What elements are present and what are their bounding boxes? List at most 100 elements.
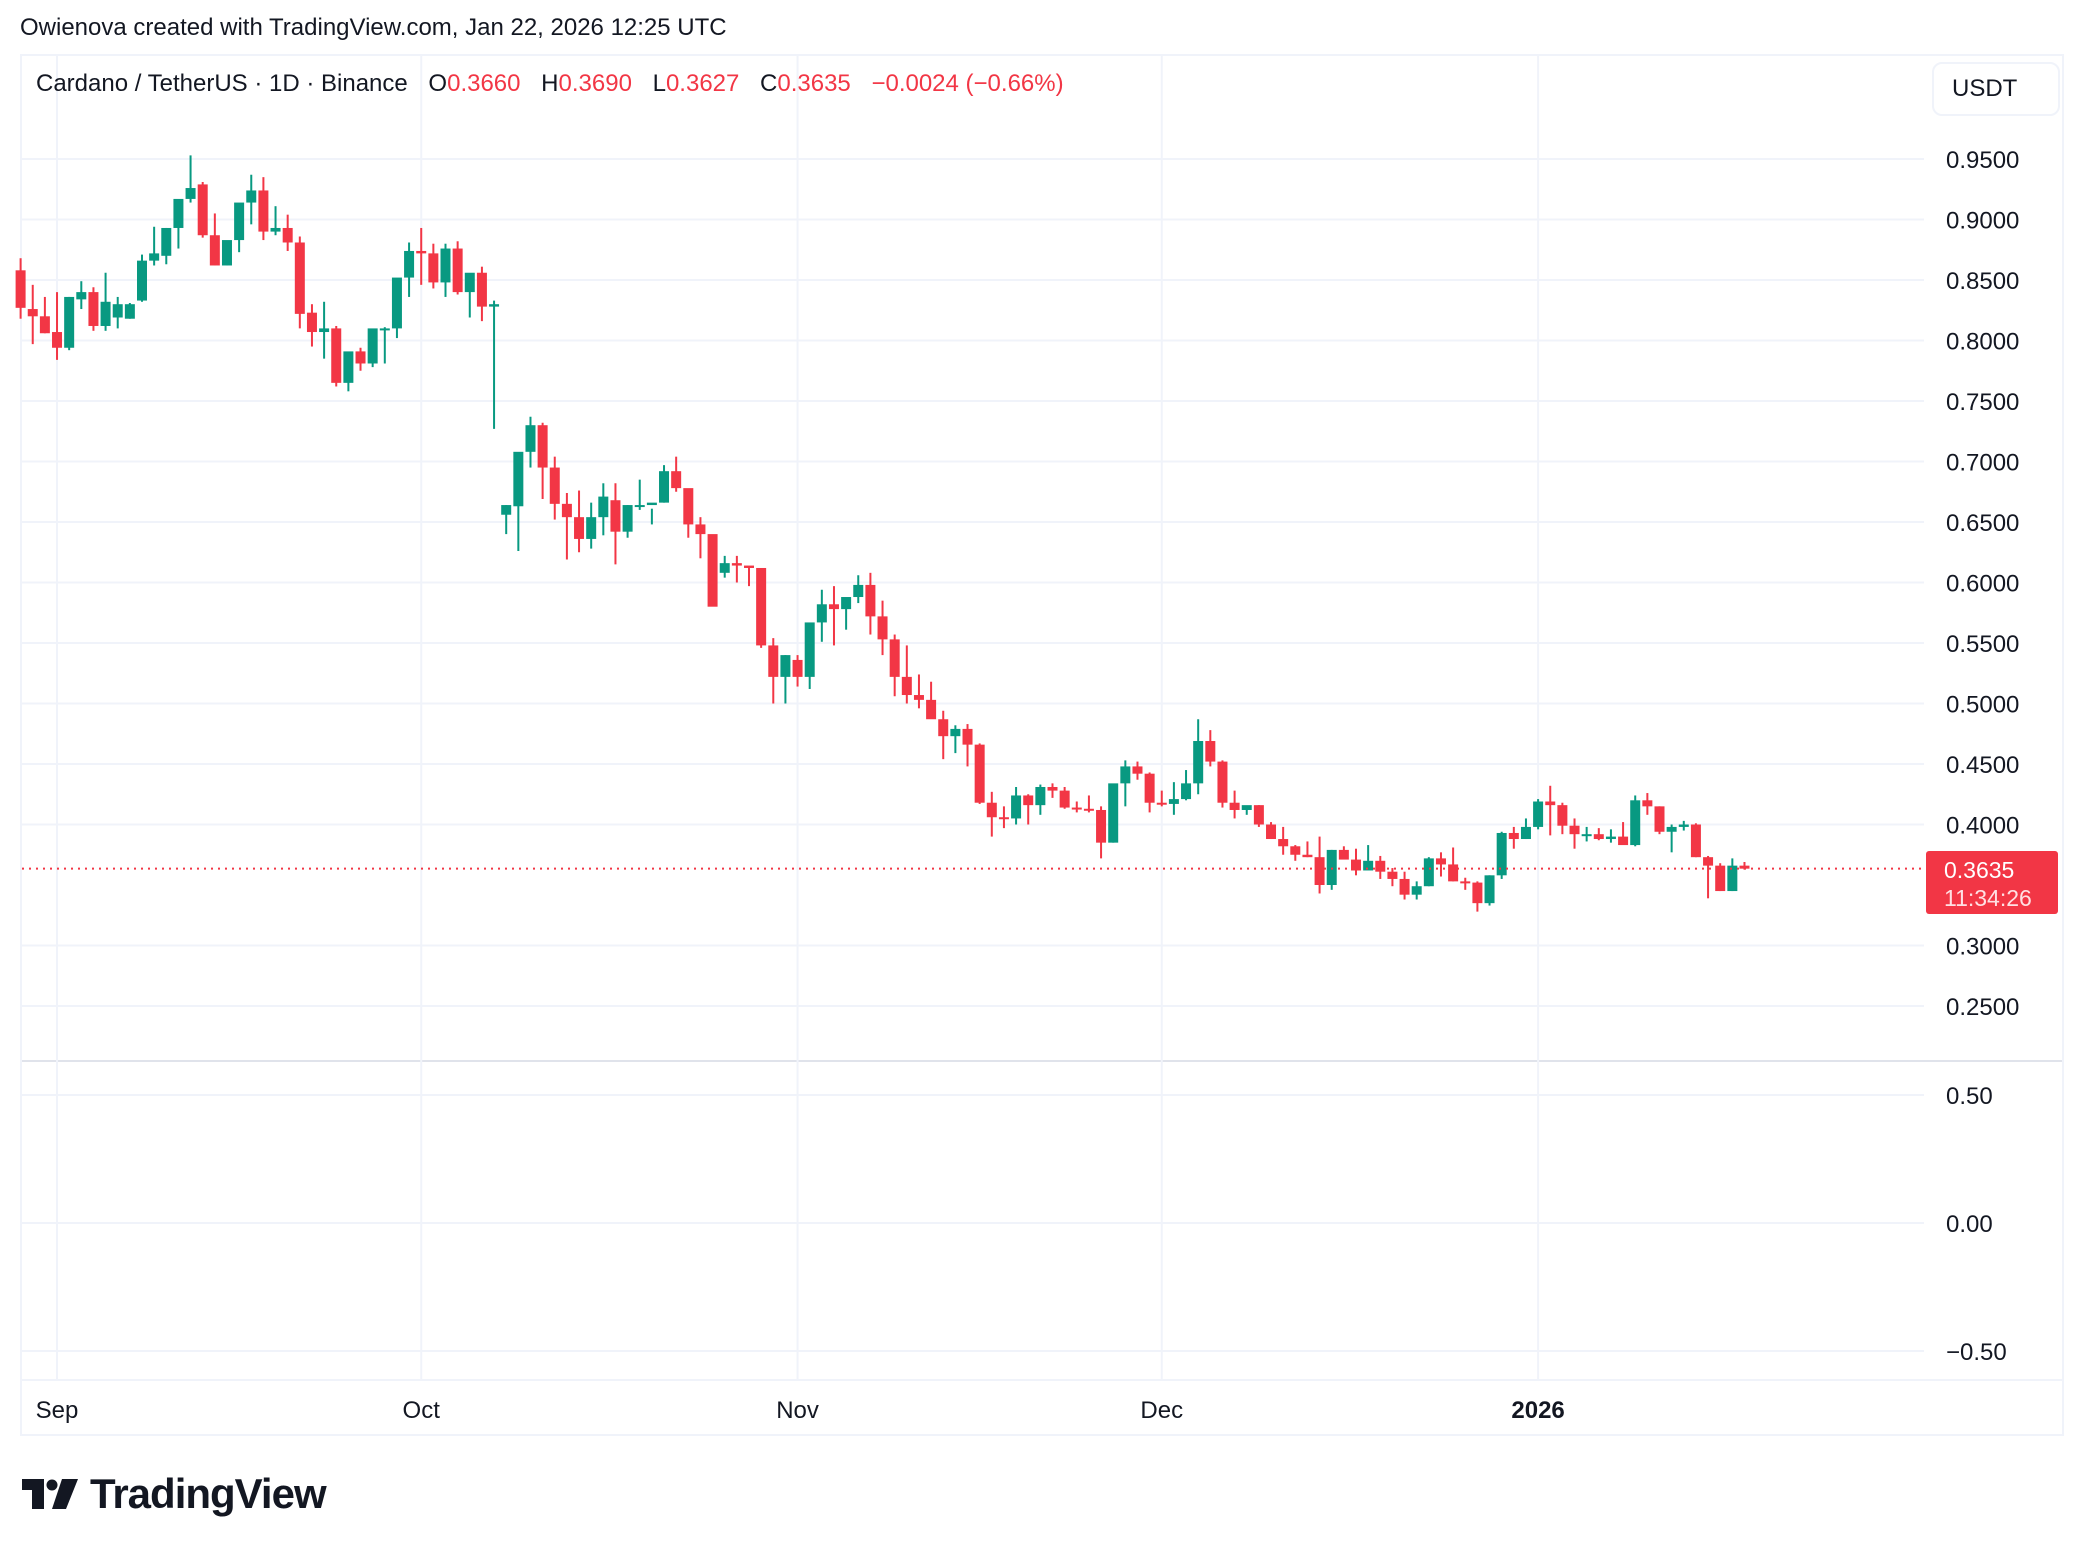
candle-up[interactable]	[525, 425, 536, 452]
candle-up[interactable]	[234, 202, 245, 241]
candle-down[interactable]	[27, 309, 38, 317]
candle-down[interactable]	[926, 699, 937, 720]
candle-down[interactable]	[306, 312, 317, 333]
candle-down[interactable]	[88, 292, 99, 326]
candle-down[interactable]	[1023, 795, 1034, 806]
candle-down[interactable]	[1156, 802, 1167, 805]
candle-down[interactable]	[574, 517, 585, 539]
candle-up[interactable]	[804, 622, 815, 677]
candle-down[interactable]	[1569, 825, 1580, 835]
candle-up[interactable]	[161, 227, 172, 256]
candle-up[interactable]	[586, 517, 597, 539]
candle-up[interactable]	[622, 505, 633, 532]
candle-down[interactable]	[768, 645, 779, 677]
candle-up[interactable]	[367, 328, 378, 364]
candle-down[interactable]	[756, 567, 767, 646]
candle-up[interactable]	[841, 597, 852, 610]
candle-down[interactable]	[1654, 806, 1665, 832]
candle-down[interactable]	[828, 604, 839, 610]
candle-up[interactable]	[1168, 799, 1179, 804]
candle-down[interactable]	[1642, 800, 1653, 807]
candle-up[interactable]	[1193, 741, 1204, 784]
candle-up[interactable]	[112, 304, 123, 318]
candle-up[interactable]	[149, 253, 160, 261]
candle-up[interactable]	[1108, 783, 1119, 843]
candle-up[interactable]	[440, 248, 451, 283]
candle-up[interactable]	[64, 296, 75, 348]
candle-up[interactable]	[124, 304, 135, 319]
tradingview-logo[interactable]: TradingView	[22, 1470, 327, 1518]
currency-button[interactable]: USDT	[1932, 62, 2060, 116]
candle-up[interactable]	[659, 471, 670, 503]
candle-down[interactable]	[1399, 878, 1410, 895]
candle-up[interactable]	[379, 328, 390, 331]
candle-up[interactable]	[173, 198, 184, 228]
candle-down[interactable]	[998, 817, 1009, 820]
candle-down[interactable]	[1278, 839, 1289, 847]
candle-up[interactable]	[270, 227, 281, 232]
candle-up[interactable]	[1120, 766, 1131, 784]
candle-down[interactable]	[1290, 846, 1301, 855]
candle-up[interactable]	[100, 301, 111, 326]
candle-up[interactable]	[780, 655, 791, 677]
candle-down[interactable]	[962, 728, 973, 745]
candle-up[interactable]	[1520, 826, 1531, 840]
candle-up[interactable]	[1011, 795, 1022, 819]
candle-down[interactable]	[39, 316, 50, 334]
candle-down[interactable]	[52, 332, 63, 348]
candle-up[interactable]	[513, 451, 524, 507]
candle-up[interactable]	[719, 563, 730, 573]
candle-up[interactable]	[221, 240, 232, 266]
candle-down[interactable]	[1229, 802, 1240, 810]
candle-down[interactable]	[792, 659, 803, 677]
candle-up[interactable]	[646, 502, 657, 506]
candle-down[interactable]	[1314, 857, 1325, 885]
candle-down[interactable]	[1047, 786, 1058, 791]
candle-down[interactable]	[1508, 832, 1519, 840]
candle-down[interactable]	[282, 227, 293, 243]
candle-down[interactable]	[331, 328, 342, 383]
candle-down[interactable]	[1460, 881, 1471, 884]
candle-down[interactable]	[865, 584, 876, 617]
candle-down[interactable]	[1096, 809, 1107, 843]
candle-down[interactable]	[1545, 801, 1556, 806]
candle-up[interactable]	[1666, 826, 1677, 832]
candle-down[interactable]	[1217, 761, 1228, 803]
candle-up[interactable]	[464, 272, 475, 293]
candle-up[interactable]	[76, 292, 87, 300]
candle-up[interactable]	[1496, 832, 1507, 876]
candle-up[interactable]	[1241, 805, 1252, 810]
candle-down[interactable]	[913, 695, 924, 700]
candle-up[interactable]	[1411, 886, 1422, 895]
candle-up[interactable]	[391, 277, 402, 329]
candle-down[interactable]	[561, 503, 572, 518]
candle-up[interactable]	[137, 260, 147, 301]
candle-down[interactable]	[1132, 766, 1143, 774]
candle-down[interactable]	[1083, 808, 1094, 811]
candle-down[interactable]	[1144, 773, 1155, 803]
candle-down[interactable]	[707, 534, 718, 607]
candle-down[interactable]	[258, 190, 269, 232]
candle-down[interactable]	[889, 639, 900, 677]
candle-up[interactable]	[1630, 800, 1641, 846]
candle-down[interactable]	[1302, 854, 1313, 858]
candle-down[interactable]	[877, 616, 888, 640]
candle-up[interactable]	[853, 584, 864, 598]
candle-up[interactable]	[489, 304, 500, 307]
candle-down[interactable]	[1266, 824, 1277, 840]
candle-down[interactable]	[294, 242, 305, 314]
candle-up[interactable]	[1727, 865, 1738, 892]
candle-down[interactable]	[1448, 864, 1459, 882]
candle-down[interactable]	[1059, 790, 1070, 808]
candle-up[interactable]	[319, 328, 330, 333]
candle-up[interactable]	[1423, 858, 1434, 887]
candle-down[interactable]	[1715, 865, 1726, 892]
candle-down[interactable]	[1739, 865, 1750, 869]
candle-down[interactable]	[537, 425, 548, 468]
candle-up[interactable]	[1181, 783, 1192, 800]
candle-down[interactable]	[695, 524, 706, 535]
candle-down[interactable]	[1690, 824, 1701, 858]
candle-down[interactable]	[1338, 849, 1349, 860]
candle-down[interactable]	[731, 563, 742, 566]
candle-down[interactable]	[1557, 805, 1568, 826]
